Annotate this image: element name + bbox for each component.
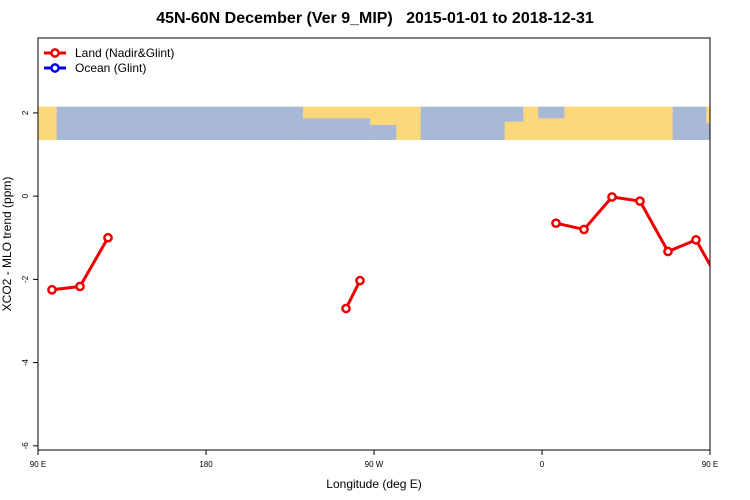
x-axis: 90 E 180 90 W 0 90 E [30,450,718,469]
y-tick-label: -4 [21,359,30,367]
x-tick-label: 180 [199,460,213,469]
x-tick-label: 90 E [30,460,46,469]
x-tick-label: 90 W [365,460,384,469]
legend: Land (Nadir&Glint)Ocean (Glint) [44,46,174,75]
data-point [579,224,589,235]
map-ocean [706,123,710,140]
y-axis: 2 0 -2 -4 -6 [21,110,38,449]
legend-marker [50,48,60,58]
data-point [691,234,701,245]
y-tick-label: -2 [21,275,30,283]
map-ocean [303,118,371,140]
y-tick-label: 2 [21,110,30,115]
legend-label: Land (Nadir&Glint) [75,46,174,60]
data-point [47,284,57,295]
map-ocean [370,124,397,140]
series-line [555,195,710,268]
data-point [341,303,351,314]
map-ocean [420,106,505,140]
x-tick-label: 90 E [702,460,718,469]
y-axis-title: XCO2 - MLO trend (ppm) [0,177,14,312]
legend-label: Ocean (Glint) [75,61,146,75]
data-point [75,281,85,292]
data-point [663,246,673,257]
x-axis-title: Longitude (deg E) [326,477,421,491]
y-tick-label: -6 [21,442,30,450]
map-ocean [504,106,524,122]
data-point [355,275,365,286]
map-ocean [672,106,707,140]
data-point [103,232,113,243]
y-tick-label: 0 [21,193,30,198]
map-ocean [538,106,565,119]
data-point [551,218,561,229]
map-ocean [206,106,304,140]
series-line [344,279,362,310]
data-point [720,286,727,293]
legend-marker [50,63,60,73]
data-point [607,192,617,202]
chart-title: 45N-60N December (Ver 9_MIP) 2015-01-01 … [156,10,594,27]
map-ocean [56,106,206,140]
plot-frame [37,37,711,451]
data-point [635,196,645,206]
x-tick-label: 0 [540,460,545,469]
